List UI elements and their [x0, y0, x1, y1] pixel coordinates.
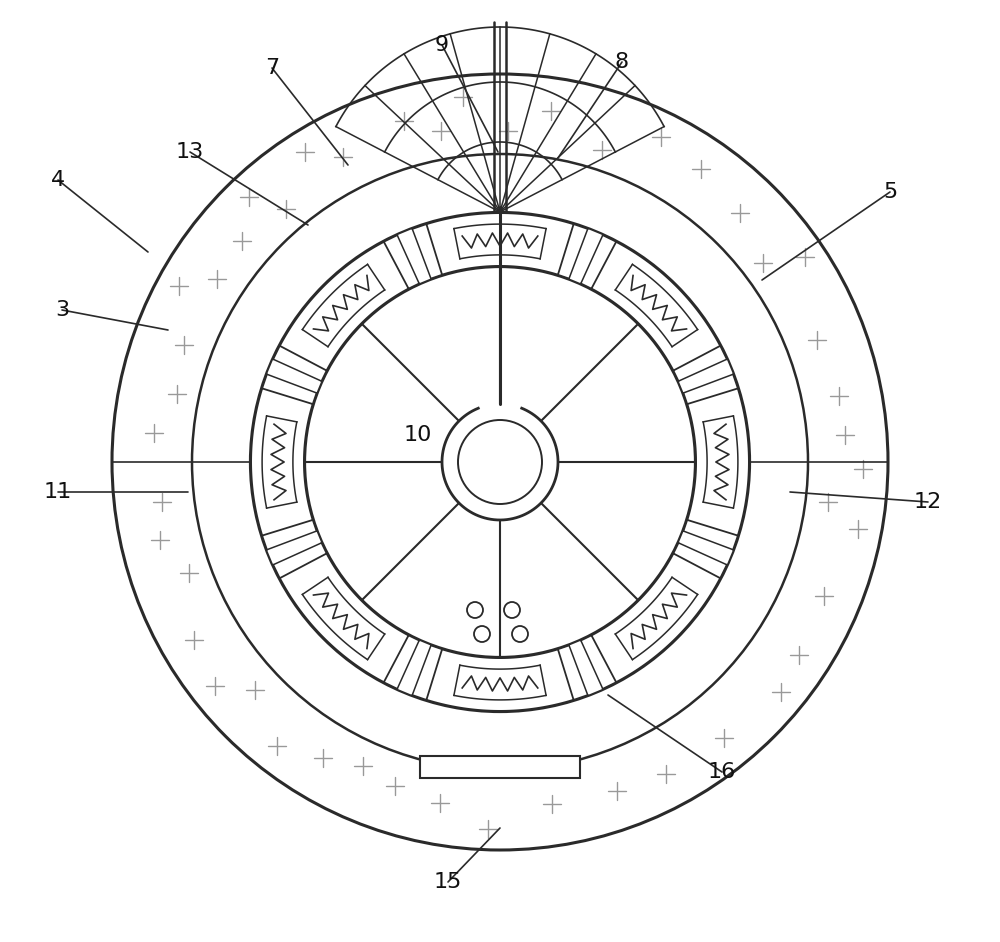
Text: 7: 7 [265, 58, 279, 78]
Text: 15: 15 [434, 872, 462, 892]
Circle shape [250, 212, 750, 712]
Text: 12: 12 [914, 492, 942, 512]
Text: 3: 3 [55, 300, 69, 320]
Bar [420, 756, 580, 778]
Text: 16: 16 [708, 762, 736, 782]
Text: 11: 11 [44, 482, 72, 502]
Text: 9: 9 [435, 35, 449, 55]
Circle shape [512, 626, 528, 642]
Text: 13: 13 [176, 142, 204, 162]
Text: 5: 5 [883, 182, 897, 202]
Circle shape [112, 74, 888, 850]
Circle shape [504, 602, 520, 618]
Circle shape [467, 602, 483, 618]
Circle shape [474, 626, 490, 642]
Text: 10: 10 [404, 425, 432, 445]
Text: 4: 4 [51, 170, 65, 190]
Circle shape [305, 267, 695, 657]
Text: 8: 8 [615, 52, 629, 72]
Circle shape [192, 154, 808, 770]
Circle shape [458, 420, 542, 504]
